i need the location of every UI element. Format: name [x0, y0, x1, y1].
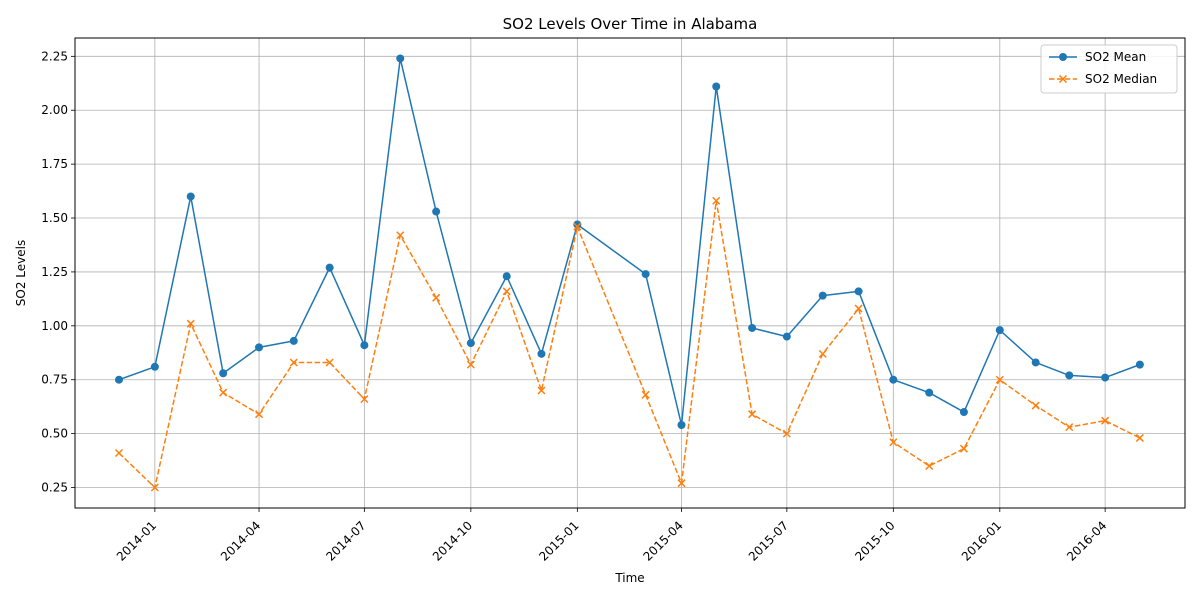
axis-ticks: 2014-01 2014-04 2014-07 2014-10 2015-01 2015-…	[41, 49, 1109, 563]
data-point	[396, 54, 405, 63]
data-point	[959, 408, 968, 417]
x-tick-label: 2015-07	[746, 518, 791, 563]
data-point	[186, 192, 195, 201]
data-point	[889, 438, 898, 447]
data-point	[289, 336, 298, 345]
x-tick-label: 2016-04	[1064, 518, 1109, 563]
data-point	[1135, 360, 1144, 369]
y-tick-label: 2.00	[41, 103, 68, 117]
data-point	[1065, 423, 1074, 432]
data-point	[818, 349, 827, 358]
data-point	[150, 483, 159, 492]
data-point	[712, 196, 721, 205]
data-point	[502, 272, 511, 281]
data-point	[1031, 358, 1040, 367]
data-point	[712, 82, 721, 91]
x-tick-label: 2015-04	[640, 518, 685, 563]
data-point	[289, 358, 298, 367]
x-tick-label: 2014-04	[218, 518, 263, 563]
data-point	[959, 444, 968, 453]
data-point	[502, 287, 511, 296]
data-point	[782, 429, 791, 438]
data-point	[432, 207, 441, 216]
y-tick-label: 2.25	[41, 49, 68, 63]
legend-marker-median	[1058, 74, 1068, 84]
data-point	[677, 420, 686, 429]
data-point	[854, 304, 863, 313]
grid	[75, 38, 1185, 508]
data-point	[641, 270, 650, 279]
data-point	[360, 395, 369, 404]
data-point	[219, 388, 228, 397]
series-1	[114, 196, 1144, 492]
data-point	[255, 410, 264, 419]
data-point	[396, 231, 405, 240]
data-point	[818, 291, 827, 300]
legend: SO2 Mean SO2 Median	[1040, 44, 1178, 94]
x-tick-label: 2015-01	[536, 518, 581, 563]
data-point	[1101, 373, 1110, 382]
data-point	[925, 388, 934, 397]
series-layer	[114, 54, 1144, 492]
data-point	[360, 341, 369, 350]
data-point	[748, 410, 757, 419]
legend-marker-mean	[1059, 53, 1067, 61]
data-point	[432, 293, 441, 302]
data-point	[1065, 371, 1074, 380]
series-line-1	[118, 200, 1141, 489]
data-point	[925, 461, 934, 470]
y-tick-label: 0.50	[41, 427, 68, 441]
data-point	[1135, 433, 1144, 442]
data-point	[573, 220, 582, 229]
data-point	[114, 448, 124, 458]
data-point	[677, 479, 686, 488]
x-tick-label: 2016-01	[959, 518, 1004, 563]
data-point	[150, 362, 159, 371]
series-line-0	[118, 57, 1141, 426]
x-tick-label: 2014-01	[114, 518, 159, 563]
data-point	[641, 390, 650, 399]
data-point	[466, 360, 475, 369]
data-point	[325, 358, 334, 367]
y-tick-label: 0.25	[41, 481, 68, 495]
series-0	[114, 54, 1144, 429]
chart-title: SO2 Levels Over Time in Alabama	[503, 15, 758, 33]
data-point	[537, 386, 546, 395]
data-point	[1101, 416, 1110, 425]
data-point	[889, 375, 898, 384]
data-point	[537, 349, 546, 358]
data-point	[1031, 401, 1040, 410]
data-point	[186, 319, 195, 328]
plot-frame	[74, 37, 1186, 509]
data-point	[854, 287, 863, 296]
data-point	[995, 326, 1004, 335]
data-point	[466, 339, 475, 348]
y-tick-label: 1.75	[41, 157, 68, 171]
legend-label-mean: SO2 Mean	[1085, 50, 1146, 64]
x-tick-label: 2015-10	[852, 518, 897, 563]
y-tick-label: 0.75	[41, 373, 68, 387]
y-tick-label: 1.50	[41, 211, 68, 225]
y-tick-label: 1.00	[41, 319, 68, 333]
x-tick-label: 2014-10	[430, 518, 475, 563]
data-point	[325, 263, 334, 272]
y-axis-label: SO2 Levels	[14, 240, 28, 306]
y-tick-label: 1.25	[41, 265, 68, 279]
data-point	[255, 343, 264, 352]
data-point	[782, 332, 791, 341]
data-point	[114, 375, 123, 384]
x-axis-label: Time	[614, 571, 644, 585]
data-point	[573, 222, 582, 231]
data-point	[219, 369, 228, 378]
legend-label-median: SO2 Median	[1085, 72, 1157, 86]
x-tick-label: 2014-07	[323, 518, 368, 563]
data-point	[995, 375, 1004, 384]
data-point	[748, 323, 757, 332]
